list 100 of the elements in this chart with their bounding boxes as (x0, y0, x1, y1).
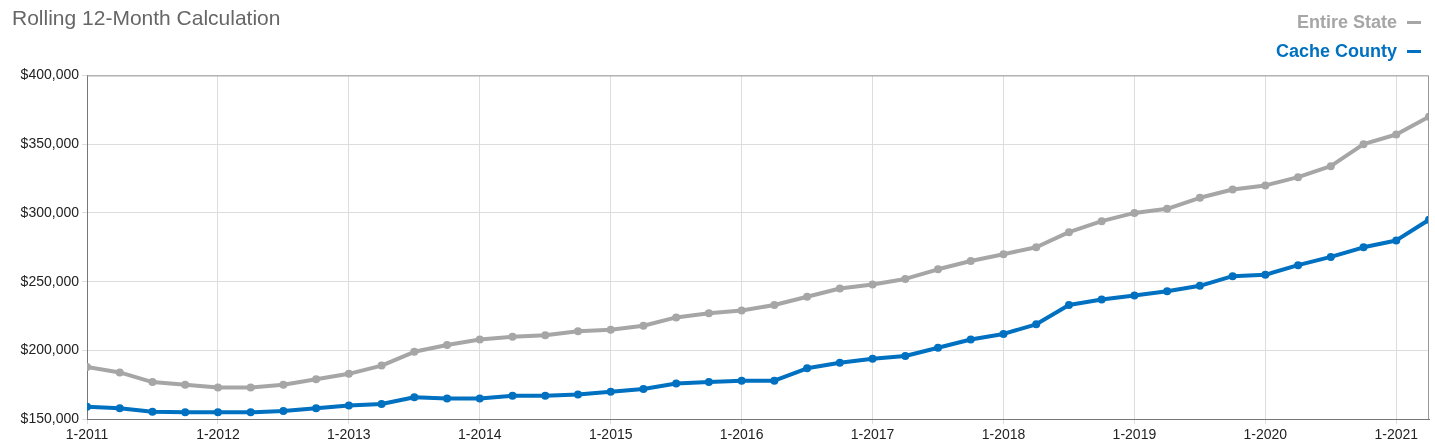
point (443, 394, 452, 403)
point (115, 404, 124, 413)
point (803, 292, 812, 301)
point (508, 332, 517, 341)
legend-label: Cache County (1275, 41, 1397, 62)
point (1064, 301, 1073, 310)
x-tick-label: 1-2018 (981, 426, 1026, 443)
point (1326, 252, 1335, 261)
point (148, 378, 157, 387)
point (1359, 243, 1368, 252)
point (377, 361, 386, 370)
x-tick-label: 1-2015 (588, 426, 633, 443)
point (1261, 270, 1270, 279)
x-tick-label: 1-2021 (1374, 426, 1419, 443)
y-tick-label: $400,000 (20, 66, 80, 83)
y-tick-label: $150,000 (20, 410, 80, 427)
x-tick-label: 1-2012 (196, 426, 240, 443)
point (377, 400, 386, 409)
point (279, 380, 288, 389)
point (1130, 291, 1139, 300)
point (1392, 236, 1401, 245)
x-tick-label: 1-2016 (719, 426, 764, 443)
point (606, 325, 615, 334)
point (770, 301, 779, 310)
point (868, 280, 877, 289)
point (1228, 185, 1237, 194)
y-tick-label: $200,000 (20, 341, 80, 358)
point (835, 284, 844, 293)
point (443, 340, 452, 349)
point (737, 306, 746, 315)
point (213, 383, 222, 392)
point (475, 335, 484, 344)
point (704, 378, 713, 387)
point (279, 406, 288, 415)
point (508, 391, 517, 400)
point (573, 327, 582, 336)
point (1163, 287, 1172, 296)
point (1097, 295, 1106, 304)
point (312, 404, 321, 413)
point (803, 364, 812, 373)
point (966, 335, 975, 344)
point (1195, 193, 1204, 202)
point (934, 343, 943, 352)
point (1195, 281, 1204, 290)
x-tick-label: 1-2014 (457, 426, 502, 443)
x-tick-label: 1-2017 (850, 426, 895, 443)
y-tick-label: $300,000 (20, 203, 80, 220)
point (999, 250, 1008, 259)
point (181, 380, 190, 389)
point (541, 331, 550, 340)
point (148, 407, 157, 416)
point (213, 408, 222, 417)
y-tick-label: $250,000 (20, 272, 80, 289)
point (1261, 181, 1270, 190)
point (312, 375, 321, 384)
point (999, 329, 1008, 338)
point (1032, 243, 1041, 252)
point (475, 394, 484, 403)
point (410, 393, 419, 402)
point (1228, 272, 1237, 281)
legend-label: Entire State (1296, 12, 1397, 33)
point (1032, 320, 1041, 329)
point (704, 309, 713, 318)
point (410, 347, 419, 356)
point (1294, 261, 1303, 270)
x-tick-label: 1-2011 (65, 426, 109, 443)
point (901, 274, 910, 283)
point (181, 408, 190, 417)
point (115, 368, 124, 377)
point (672, 379, 681, 388)
point (606, 387, 615, 396)
point (835, 358, 844, 367)
point (246, 383, 255, 392)
point (1392, 130, 1401, 139)
point (868, 354, 877, 363)
x-tick-label: 1-2013 (327, 426, 371, 443)
point (1130, 208, 1139, 217)
point (1326, 162, 1335, 171)
point (246, 408, 255, 417)
x-tick-label: 1-2019 (1112, 426, 1157, 443)
x-tick-label: 1-2020 (1243, 426, 1288, 443)
point (541, 391, 550, 400)
point (1163, 204, 1172, 213)
point (901, 351, 910, 360)
point (1097, 217, 1106, 226)
point (1294, 173, 1303, 182)
point (770, 376, 779, 385)
point (1064, 228, 1073, 237)
chart-title: Rolling 12-Month Calculation (12, 6, 281, 30)
point (737, 376, 746, 385)
point (1359, 140, 1368, 149)
point (966, 257, 975, 266)
point (934, 265, 943, 274)
point (639, 384, 648, 393)
point (672, 313, 681, 322)
point (639, 321, 648, 330)
point (344, 369, 353, 378)
point (573, 390, 582, 399)
y-tick-label: $350,000 (20, 135, 80, 152)
point (344, 401, 353, 410)
